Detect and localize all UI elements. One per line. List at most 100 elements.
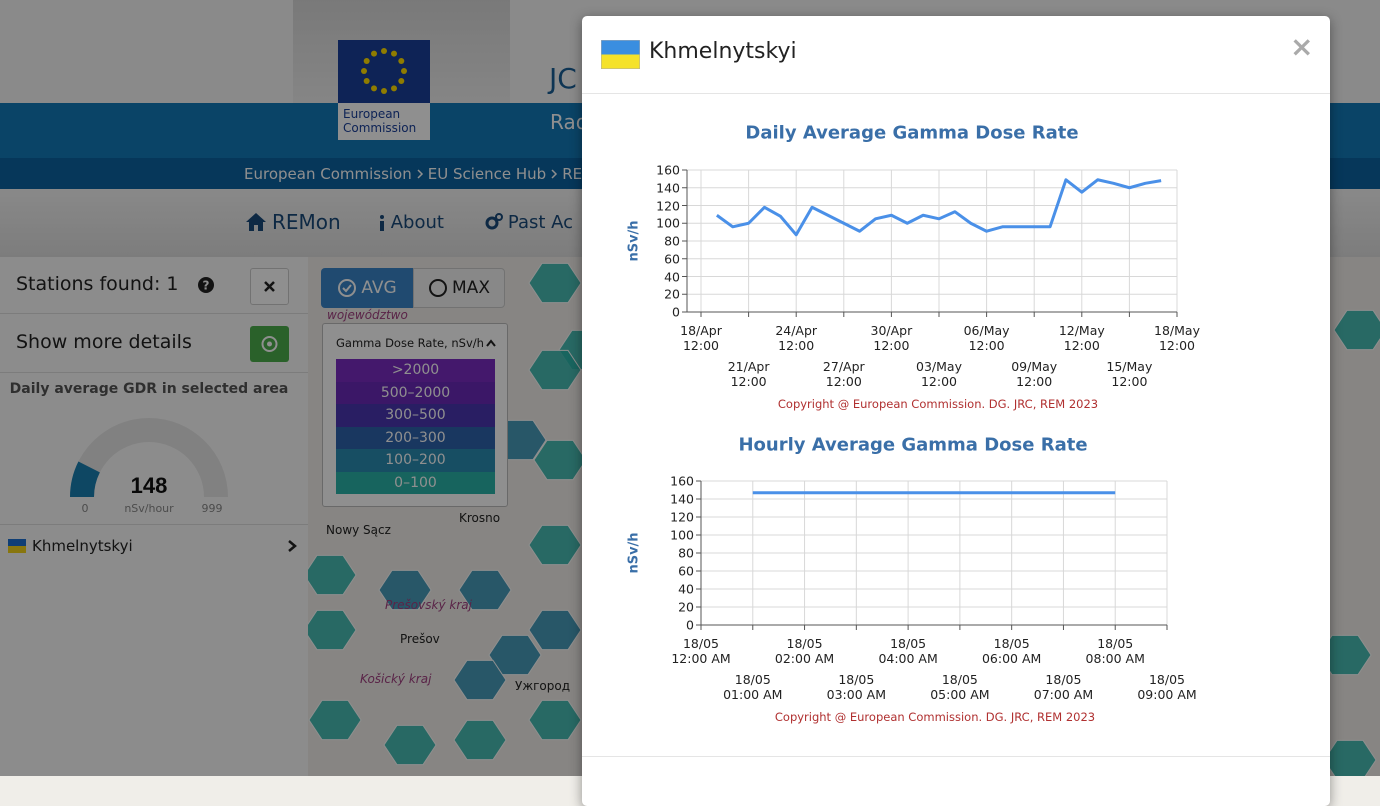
y-tick-label: 160 xyxy=(670,473,694,489)
hex-cell xyxy=(528,524,582,566)
legend-item: 200–300 xyxy=(336,426,495,449)
legend-title: Gamma Dose Rate, nSv/h xyxy=(336,336,484,350)
star xyxy=(398,78,405,84)
details-button[interactable] xyxy=(250,326,289,362)
breadcrumb-link[interactable]: European Commission xyxy=(244,165,412,183)
x-tick-label: 18/05 03:00 AM xyxy=(826,672,886,702)
hex-cell xyxy=(528,609,582,651)
map-place: Ужгород xyxy=(515,679,571,693)
gauge: 148 0 nSv/hour 999 xyxy=(70,418,228,515)
max-button[interactable]: MAX xyxy=(413,268,505,308)
breadcrumb-link[interactable]: EU Science Hub xyxy=(427,165,547,183)
legend: Gamma Dose Rate, nSv/h >2000 500–2000 300–… xyxy=(322,323,508,507)
home-icon xyxy=(246,213,266,231)
legend-item: 300–500 xyxy=(336,404,495,427)
star xyxy=(371,50,377,57)
gauge-title: Daily average GDR in selected area xyxy=(9,381,289,397)
gauge-track xyxy=(70,418,228,497)
station-item[interactable]: Khmelnytskyi xyxy=(32,537,133,555)
star xyxy=(361,68,367,74)
collapse-icon[interactable] xyxy=(485,338,497,348)
y-tick-label: 140 xyxy=(670,491,694,507)
divider xyxy=(582,93,1330,94)
map-place: Prešov xyxy=(400,632,440,646)
info-icon xyxy=(379,215,384,231)
flag-icon xyxy=(8,539,26,553)
radio-icon xyxy=(429,279,448,297)
hex-cell xyxy=(378,569,432,611)
close-button[interactable]: × xyxy=(1290,30,1314,63)
hex-cell xyxy=(458,569,512,611)
divider xyxy=(0,313,308,314)
nav-link[interactable]: REMon xyxy=(272,210,341,234)
legend-item: >2000 xyxy=(336,359,495,382)
hex-cell xyxy=(1333,309,1380,351)
star xyxy=(381,48,387,54)
y-tick-label: 20 xyxy=(664,286,680,302)
x-tick-label: 21/Apr 12:00 xyxy=(727,359,770,389)
map-place: Krosno xyxy=(459,511,501,525)
hex-cell xyxy=(533,439,587,481)
svg-text:?: ? xyxy=(203,279,210,293)
x-icon xyxy=(264,281,275,292)
gauge-max: 999 xyxy=(202,502,223,515)
gauge-value: 148 xyxy=(131,473,168,498)
hex-cell xyxy=(528,262,582,304)
logo-text: European xyxy=(343,107,401,121)
check-icon xyxy=(338,279,357,297)
x-tick-label: 18/05 08:00 AM xyxy=(1085,636,1145,666)
x-tick-label: 15/May 12:00 xyxy=(1106,359,1153,389)
avg-button[interactable]: AVG xyxy=(321,268,413,308)
star xyxy=(371,85,377,92)
x-tick-label: 24/Apr 12:00 xyxy=(775,323,818,353)
stations-found: Stations found: 1 xyxy=(16,273,179,295)
y-tick-label: 120 xyxy=(656,198,680,213)
divider xyxy=(0,524,308,525)
clear-button[interactable] xyxy=(250,268,289,305)
chart-plot xyxy=(682,169,1178,317)
y-axis-label: nSv/h xyxy=(626,220,642,262)
divider xyxy=(582,756,1330,757)
x-tick-label: 30/Apr 12:00 xyxy=(870,323,913,353)
breadcrumb: European Commission EU Science Hub RE xyxy=(244,165,582,183)
hex-cell xyxy=(528,699,582,741)
x-tick-label: 18/May 12:00 xyxy=(1154,323,1200,353)
y-tick-label: 40 xyxy=(664,269,680,284)
hex-cell xyxy=(383,724,437,766)
y-tick-label: 60 xyxy=(678,563,694,579)
x-tick-label: 12/May 12:00 xyxy=(1058,323,1105,353)
star xyxy=(391,85,397,92)
help-icon[interactable]: ? xyxy=(197,276,215,294)
map-place: Prešovský kraj xyxy=(385,598,472,612)
chart: Daily Average Gamma Dose Rate nSv/h 0 20 40 6… xyxy=(600,110,1300,420)
y-tick-label: 160 xyxy=(656,162,680,178)
modal: Khmelnytskyi × xyxy=(582,16,1330,806)
y-tick-label: 100 xyxy=(670,527,694,543)
nav-link[interactable]: About xyxy=(390,211,444,233)
site-title: JC xyxy=(549,62,577,95)
modal-title: Khmelnytskyi xyxy=(649,39,797,64)
y-tick-label: 0 xyxy=(686,617,694,633)
y-tick-label: 100 xyxy=(656,215,680,231)
star xyxy=(381,88,387,94)
breadcrumb-link[interactable]: RE xyxy=(562,165,583,183)
star xyxy=(363,58,370,64)
legend-item: 0–100 xyxy=(336,471,495,494)
star xyxy=(363,78,370,84)
copyright: Copyright @ European Commission. DG. JRC… xyxy=(777,397,1099,411)
nav-link[interactable]: Past Ac xyxy=(507,211,574,233)
hex-cell xyxy=(308,699,362,741)
logo: European Commission xyxy=(338,40,430,140)
y-tick-label: 80 xyxy=(678,545,694,561)
x-tick-label: 03/May 12:00 xyxy=(916,359,962,389)
star xyxy=(391,50,397,57)
chevron xyxy=(551,169,558,179)
x-tick-label: 18/05 01:00 AM xyxy=(723,672,783,702)
chart-title: Hourly Average Gamma Dose Rate xyxy=(738,434,1088,456)
x-tick-label: 18/05 07:00 AM xyxy=(1033,672,1094,702)
chevron xyxy=(417,169,423,179)
y-tick-label: 80 xyxy=(664,233,680,249)
chart-plot xyxy=(696,480,1168,630)
map-hexes xyxy=(308,262,1380,776)
